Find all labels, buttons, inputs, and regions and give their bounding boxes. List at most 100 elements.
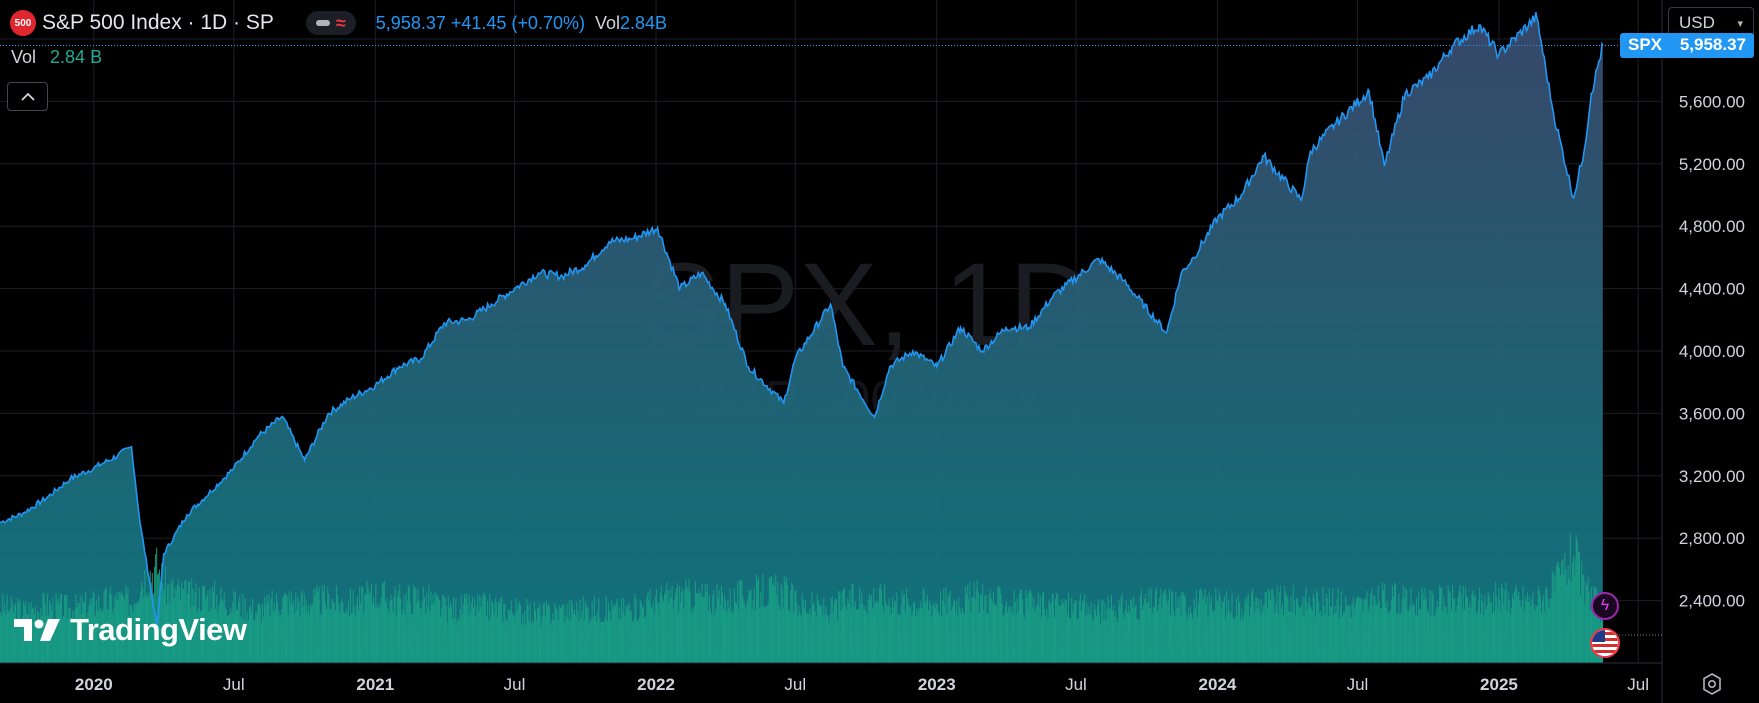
volume-bar: [691, 607, 693, 663]
volume-bar: [930, 603, 932, 663]
volume-bar: [347, 601, 349, 663]
volume-bar: [821, 605, 823, 663]
volume-bar: [960, 613, 962, 663]
tradingview-logo[interactable]: TradingView: [12, 612, 247, 648]
volume-bar: [15, 603, 17, 663]
volume-bar: [289, 602, 291, 663]
time-axis[interactable]: 2020 Jul 2021 Jul 2022 Jul 2023 Jul 2024 Jul 2025 J…: [75, 675, 1649, 694]
currency-select[interactable]: USD ▾: [1668, 7, 1754, 39]
settings-icon[interactable]: [1700, 672, 1724, 696]
volume-bar: [856, 609, 858, 663]
price-series-line[interactable]: [0, 12, 1604, 627]
volume-bar: [1393, 596, 1395, 663]
volume-bar: [1299, 607, 1301, 663]
volume-bar: [1290, 595, 1292, 663]
volume-bar: [305, 599, 307, 663]
volume-bar: [1428, 612, 1430, 663]
volume-bar: [458, 619, 460, 663]
volume-bar: [887, 606, 889, 663]
volume-bar: [740, 579, 742, 663]
volume-bar: [1150, 588, 1152, 663]
volume-bar: [0, 611, 2, 663]
volume-bar: [1358, 596, 1360, 663]
price-axis[interactable]: 2,400.002,800.003,200.003,600.004,000.00…: [1679, 92, 1745, 610]
volume-bar: [23, 601, 25, 663]
volume-bar: [1476, 613, 1478, 663]
volume-bar: [1334, 614, 1336, 663]
volume-bar: [1157, 611, 1159, 663]
volume-bar: [895, 600, 897, 663]
volume-bar: [766, 606, 768, 663]
volume-bar: [1435, 607, 1437, 663]
volume-bar: [568, 600, 570, 663]
volume-bar: [1108, 609, 1110, 663]
volume-bar: [212, 591, 214, 663]
volume-bar: [765, 606, 767, 663]
volume-bar: [70, 621, 72, 663]
volume-bar: [1344, 611, 1346, 663]
volume-bar: [885, 601, 887, 663]
volume-bar: [1080, 610, 1082, 663]
price-axis-label: 4,800.00: [1679, 217, 1745, 236]
volume-bar: [471, 596, 473, 663]
volume-bar: [1092, 622, 1094, 663]
volume-bar: [1489, 602, 1491, 663]
volume-bar: [975, 588, 977, 663]
volume-bar: [658, 602, 660, 663]
volume-bar: [393, 596, 395, 663]
volume-bar: [867, 600, 869, 663]
volume-bar: [665, 590, 667, 663]
symbol-title[interactable]: S&P 500 Index · 1D · SP: [42, 11, 274, 34]
volume-bar: [1305, 586, 1307, 663]
volume-bar: [266, 594, 268, 663]
flash-icon[interactable]: ϟ: [1591, 592, 1619, 620]
volume-bar: [653, 613, 655, 663]
volume-bar: [1149, 608, 1151, 663]
volume-bar: [1120, 597, 1122, 663]
volume-bar: [1455, 611, 1457, 663]
volume-bar: [229, 614, 231, 663]
volume-bar: [586, 604, 588, 663]
volume-bar: [432, 594, 434, 663]
collapse-legend-button[interactable]: [7, 82, 48, 111]
volume-bar: [1051, 594, 1053, 663]
volume-bar: [484, 596, 486, 663]
volume-bar: [664, 593, 666, 663]
volume-bar: [1431, 590, 1433, 663]
volume-bar: [874, 604, 876, 663]
volume-bar: [1037, 592, 1039, 663]
volume-bar: [39, 620, 41, 663]
volume-bar: [445, 605, 447, 663]
indicator-toggle-pill[interactable]: ≈: [305, 11, 356, 35]
volume-bar: [1090, 603, 1092, 663]
volume-bar: [1588, 591, 1590, 663]
volume-bar: [527, 605, 529, 663]
volume-bar: [720, 585, 722, 663]
volume-bar: [958, 597, 960, 663]
volume-bar: [243, 620, 245, 663]
volume-bar: [1411, 606, 1413, 663]
volume-bar: [1327, 616, 1329, 663]
volume-bar: [1370, 593, 1372, 663]
volume-bar: [476, 606, 478, 663]
volume-bar: [1008, 607, 1010, 663]
volume-bar: [1440, 588, 1442, 663]
volume-bar: [525, 624, 527, 663]
volume-bar: [587, 608, 589, 663]
volume-bar: [1231, 592, 1233, 663]
volume-bar: [1389, 610, 1391, 663]
volume-bar: [706, 583, 708, 663]
volume-bar: [752, 600, 754, 663]
volume-bar: [1494, 611, 1496, 663]
volume-bar: [383, 581, 385, 663]
us-flag-icon[interactable]: [1590, 628, 1620, 658]
volume-bar: [417, 589, 419, 663]
volume-bar: [1433, 616, 1435, 663]
volume-bar: [1423, 599, 1425, 663]
volume-bar: [277, 602, 279, 663]
volume-bar: [1261, 612, 1263, 663]
volume-label[interactable]: Vol: [11, 47, 37, 67]
volume-bar: [1109, 607, 1111, 663]
volume-bar: [860, 603, 862, 663]
